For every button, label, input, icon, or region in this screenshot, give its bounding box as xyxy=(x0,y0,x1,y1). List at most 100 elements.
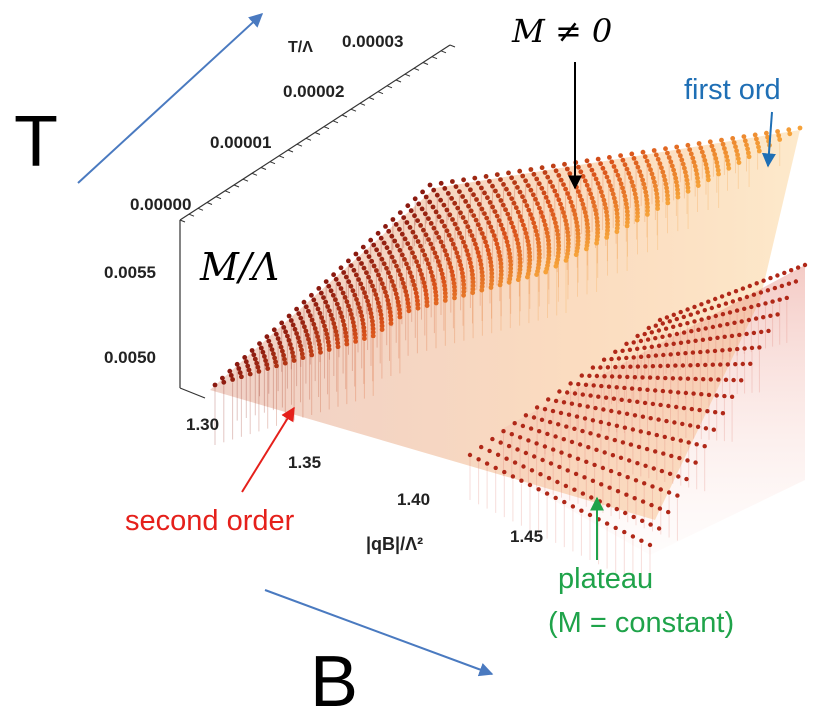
plateau-point xyxy=(699,302,704,307)
surface-point xyxy=(614,229,620,235)
surface-point xyxy=(787,131,793,137)
plateau-point xyxy=(627,347,633,352)
plateau-point xyxy=(593,405,598,411)
plateau-point xyxy=(734,308,740,313)
surface-point xyxy=(663,181,669,187)
surface-point xyxy=(426,237,431,242)
surface-point xyxy=(471,213,477,219)
surface-point xyxy=(618,153,623,159)
plateau-point xyxy=(553,398,559,404)
surface-point xyxy=(534,272,539,277)
plateau-point xyxy=(768,313,773,318)
surface-point xyxy=(629,179,635,185)
surface-point xyxy=(396,268,401,273)
surface-point xyxy=(556,250,561,256)
surface-point xyxy=(479,287,485,293)
surface-point xyxy=(464,248,470,254)
plateau-point xyxy=(612,437,617,443)
surface-point xyxy=(606,179,612,184)
surface-point xyxy=(264,362,270,367)
plateau-point xyxy=(740,361,745,367)
surface-point xyxy=(252,356,258,362)
surface-point xyxy=(638,173,644,179)
surface-point xyxy=(282,356,287,362)
surface-point xyxy=(361,265,367,271)
surface-point xyxy=(552,188,558,194)
surface-point xyxy=(417,267,423,273)
surface-point xyxy=(321,295,326,300)
surface-point xyxy=(438,239,444,245)
surface-point xyxy=(513,233,519,238)
surface-point xyxy=(494,172,500,178)
surface-point xyxy=(595,230,601,236)
surface-point xyxy=(373,292,379,297)
surface-point xyxy=(422,252,428,258)
plateau-point xyxy=(656,417,661,422)
surface-point xyxy=(688,151,694,157)
surface-point xyxy=(520,173,526,179)
plateau-point xyxy=(719,294,725,299)
plateau-point xyxy=(583,382,589,387)
surface-point xyxy=(333,297,338,303)
plateau-point xyxy=(761,278,766,283)
plateau-point xyxy=(539,417,545,422)
surface-point xyxy=(257,341,262,346)
plateau-point xyxy=(653,323,658,328)
surface-point xyxy=(410,229,416,235)
surface-point xyxy=(542,170,548,175)
plateau-point xyxy=(654,432,659,438)
plateau-point xyxy=(645,387,650,392)
plateau-point xyxy=(689,329,694,334)
plateau-point xyxy=(575,456,581,461)
plateau-point xyxy=(725,362,730,367)
surface-point xyxy=(555,232,561,238)
surface-point xyxy=(271,327,277,333)
plateau-point xyxy=(772,285,778,291)
surface-point xyxy=(279,320,285,326)
plateau-point xyxy=(678,322,683,328)
plateau-point xyxy=(558,410,564,416)
plateau-point xyxy=(498,440,503,445)
surface-point xyxy=(553,220,558,226)
surface-point xyxy=(336,306,342,311)
plateau-point xyxy=(628,364,633,369)
surface-point xyxy=(420,276,426,281)
surface-point xyxy=(473,217,479,223)
plateau-point xyxy=(521,464,526,469)
surface-point xyxy=(564,166,570,172)
surface-point xyxy=(359,261,364,266)
surface-point xyxy=(545,234,551,240)
surface-point xyxy=(534,176,540,182)
surface-point xyxy=(316,338,321,344)
surface-point xyxy=(381,285,387,291)
surface-point xyxy=(536,255,542,261)
plateau-point xyxy=(632,413,638,418)
surface-point xyxy=(384,293,390,299)
surface-point xyxy=(475,180,481,186)
plateau-point xyxy=(640,499,646,504)
surface-point xyxy=(365,298,370,304)
surface-point xyxy=(565,191,570,196)
surface-point xyxy=(362,332,367,338)
surface-point xyxy=(490,204,495,210)
surface-point xyxy=(275,336,281,341)
plateau-point xyxy=(597,499,602,504)
surface-point xyxy=(426,216,431,222)
surface-point xyxy=(374,247,379,253)
surface-point xyxy=(239,374,244,380)
plateau-point xyxy=(625,475,630,480)
plateau-point xyxy=(495,452,501,457)
surface-point xyxy=(273,359,278,365)
plateau-point xyxy=(753,316,759,321)
surface-point xyxy=(613,203,619,209)
surface-point xyxy=(285,333,290,339)
surface-point xyxy=(412,286,418,292)
surface-point xyxy=(452,291,457,297)
plateau-point xyxy=(609,374,615,379)
surface-point xyxy=(387,250,392,255)
surface-point xyxy=(381,240,387,246)
plateau-point xyxy=(739,378,744,383)
surface-point xyxy=(687,147,693,153)
surface-point xyxy=(450,179,455,184)
surface-point xyxy=(517,252,523,258)
